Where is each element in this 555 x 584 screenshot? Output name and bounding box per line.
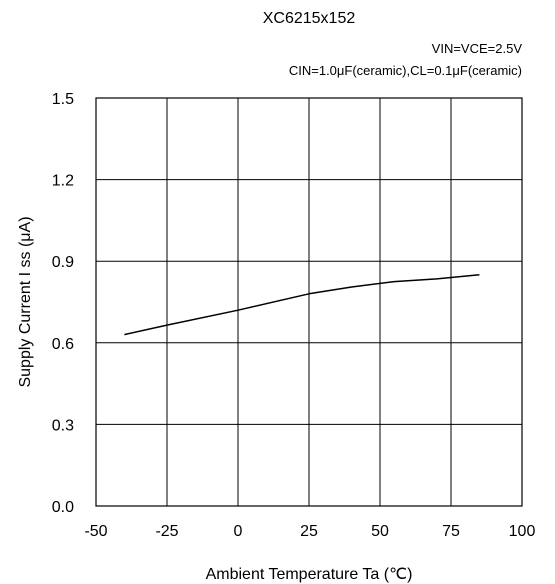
x-tick-label: 50 xyxy=(371,523,389,540)
series xyxy=(124,274,480,336)
y-axis-label: Supply Current I ss (μA) xyxy=(17,216,34,387)
chart-title: XC6215x152 xyxy=(263,10,356,27)
y-tick-label: 0.6 xyxy=(52,336,74,353)
series-line xyxy=(124,274,480,336)
tick-labels: -50 -25 0 25 50 75 100 0.0 0.3 0.6 0.9 1.2 1.5 xyxy=(52,91,536,540)
y-tick-label: 0.3 xyxy=(52,417,74,434)
y-tick-label: 1.5 xyxy=(52,91,74,108)
x-tick-label: 100 xyxy=(509,523,536,540)
x-tick-label: 75 xyxy=(442,523,460,540)
y-tick-label: 0.0 xyxy=(52,499,74,516)
x-tick-label: 25 xyxy=(300,523,318,540)
y-tick-label: 0.9 xyxy=(52,254,74,271)
y-tick-label: 1.2 xyxy=(52,173,74,190)
x-tick-label: -50 xyxy=(84,523,107,540)
x-tick-label: 0 xyxy=(234,523,243,540)
grid xyxy=(95,97,523,507)
x-axis-label: Ambient Temperature Ta (℃) xyxy=(206,566,413,583)
condition-line-2: CIN=1.0μF(ceramic),CL=0.1μF(ceramic) xyxy=(289,63,522,78)
x-tick-label: -25 xyxy=(155,523,178,540)
condition-line-1: VIN=VCE=2.5V xyxy=(432,41,523,56)
plot-frame xyxy=(95,97,523,507)
